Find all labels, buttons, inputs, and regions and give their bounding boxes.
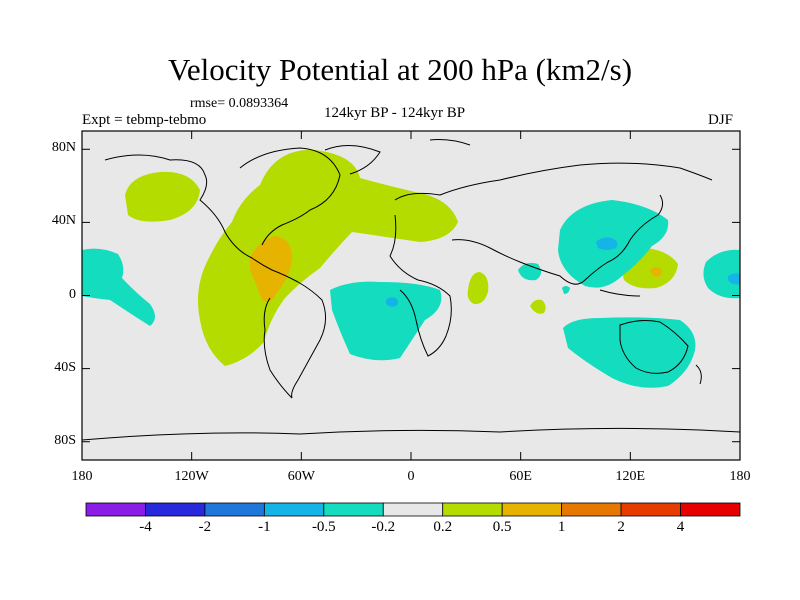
colorbar-swatch bbox=[680, 502, 741, 517]
colorbar-label: 4 bbox=[676, 519, 685, 535]
colorbar-label: -4 bbox=[139, 519, 152, 535]
colorbar-label: -0.5 bbox=[311, 519, 336, 535]
colorbar-label: -1 bbox=[258, 519, 271, 535]
strong-anomaly-west-pacific bbox=[650, 267, 662, 277]
lat-ticks bbox=[82, 148, 740, 443]
negative-anomaly-central-pacific bbox=[703, 249, 740, 299]
chart-title: Velocity Potential at 200 hPa (km2/s) bbox=[167, 52, 633, 87]
colorbar-swatch bbox=[561, 502, 622, 517]
colorbar-swatch bbox=[620, 502, 681, 517]
colorbar-swatch bbox=[263, 502, 325, 517]
strong-negative-pacific bbox=[728, 273, 740, 285]
lat-tick-label: 40N bbox=[51, 213, 76, 229]
strong-negative-atlantic bbox=[386, 297, 398, 307]
negative-anomaly-india bbox=[562, 286, 570, 294]
positive-anomaly-africa bbox=[467, 272, 489, 305]
colorbar-swatch bbox=[145, 502, 206, 517]
lon-tick-label: 0 bbox=[407, 469, 415, 484]
colorbar-swatch bbox=[501, 502, 563, 517]
negative-anomaly-arabia bbox=[518, 262, 542, 281]
colorbar-swatch bbox=[85, 502, 146, 517]
colorbar-label: -2 bbox=[198, 519, 212, 535]
colorbar-swatch bbox=[382, 502, 444, 517]
positive-anomaly-indian bbox=[530, 299, 546, 314]
negative-anomaly-east-pacific bbox=[82, 248, 155, 326]
colorbar-swatch bbox=[204, 502, 265, 517]
colorbar-label: 0.2 bbox=[433, 519, 453, 535]
lon-tick-label: 120E bbox=[615, 469, 646, 484]
lat-tick-label: 80N bbox=[51, 140, 76, 156]
coastlines bbox=[82, 139, 740, 441]
negative-anomaly-australia bbox=[563, 317, 696, 388]
lon-tick-label: 60W bbox=[287, 469, 315, 484]
colorbar-swatch bbox=[442, 502, 503, 517]
lat-tick-label: 80S bbox=[54, 432, 76, 448]
colorbar-label: 0.5 bbox=[492, 519, 512, 535]
strong-negative-asia bbox=[596, 237, 618, 250]
lat-tick-label: 0 bbox=[69, 286, 76, 302]
positive-anomaly-americas bbox=[198, 149, 458, 366]
colorbar-label: -0.2 bbox=[371, 519, 396, 535]
rmse-label: rmse= 0.0893364 bbox=[190, 96, 289, 111]
lon-tick-label: 60E bbox=[509, 469, 532, 484]
lon-ticks bbox=[81, 131, 741, 460]
negative-anomaly-south-atlantic bbox=[330, 281, 442, 361]
experiment-label: Expt = tebmp-tebmo bbox=[82, 112, 207, 128]
lon-tick-label: 120W bbox=[174, 469, 209, 484]
colorbar bbox=[85, 502, 741, 517]
period-label: 124kyr BP - 124kyr BP bbox=[324, 105, 466, 121]
colorbar-label: 1 bbox=[557, 519, 566, 535]
positive-anomaly-north-pacific bbox=[125, 171, 200, 222]
lat-tick-label: 40S bbox=[54, 359, 76, 375]
lon-tick-label: 180 bbox=[729, 469, 751, 484]
colorbar-swatch bbox=[323, 502, 384, 517]
lon-tick-label: 180 bbox=[71, 469, 93, 484]
colorbar-label: 2 bbox=[617, 519, 625, 535]
season-label: DJF bbox=[708, 112, 734, 128]
velocity-potential-field bbox=[82, 139, 740, 441]
